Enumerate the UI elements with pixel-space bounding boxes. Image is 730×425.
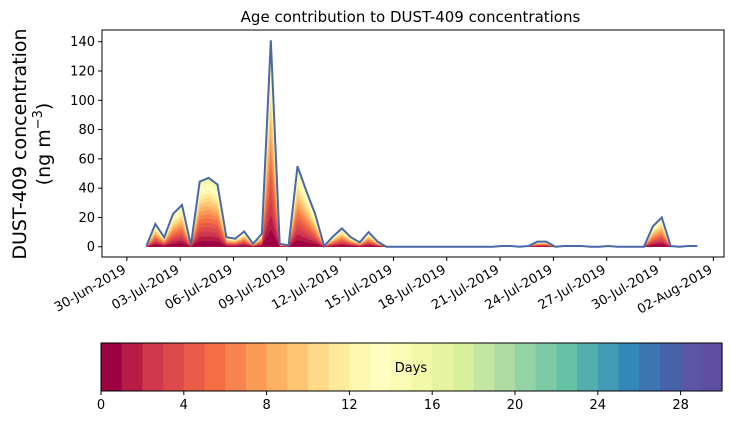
x-axis: 30-Jun-201903-Jul-201906-Jul-201909-Jul-…	[52, 257, 715, 318]
age-band-area-13	[146, 63, 698, 247]
colorbar-tick-label: 12	[341, 398, 358, 413]
age-band-area-7	[146, 136, 698, 247]
age-band-area-27	[146, 40, 698, 247]
colorbar-segment-2	[142, 343, 164, 391]
colorbar-axis: 0 4 8 12 16 20 24 28	[97, 391, 689, 413]
colorbar-segment-7	[245, 343, 268, 391]
age-band-area-21	[146, 40, 698, 247]
y-tick-label: 40	[78, 182, 95, 197]
colorbar-segment-19	[494, 343, 516, 391]
chart-title: Age contribution to DUST-409 concentrati…	[241, 8, 581, 26]
colorbar-segment-5	[204, 343, 226, 391]
colorbar-segment-10	[308, 343, 330, 391]
age-band-area-14	[146, 51, 698, 247]
age-band-area-18	[146, 40, 698, 247]
colorbar-segment-15	[411, 343, 433, 391]
colorbar-segment-27	[659, 343, 682, 391]
age-band-area-22	[146, 40, 698, 247]
age-band-area-11	[146, 87, 698, 247]
age-band-area-20	[146, 40, 698, 247]
y-axis-units-suffix: )	[33, 103, 55, 110]
age-band-area-28	[146, 40, 698, 247]
plot-frame	[101, 29, 725, 258]
colorbar-segment-20	[515, 343, 537, 391]
colorbar-segment-26	[639, 343, 661, 391]
age-band-area-26	[146, 40, 698, 247]
age-band-area-29	[146, 40, 698, 247]
colorbar-tick-label: 28	[672, 398, 689, 413]
colorbar-segment-13	[370, 343, 392, 391]
age-band-area-6	[146, 148, 698, 247]
colorbar-tick-label: 0	[97, 398, 105, 413]
colorbar-segment-29	[701, 343, 723, 391]
y-tick-label: 140	[70, 35, 95, 50]
age-band-area-24	[146, 40, 698, 247]
y-tick-label: 0	[87, 240, 95, 255]
y-axis-label-line1: DUST-409 concentration	[9, 28, 31, 259]
y-tick-label: 60	[78, 152, 95, 167]
colorbar-segment-14	[390, 343, 413, 391]
colorbar-segment-16	[432, 343, 454, 391]
age-band-area-17	[146, 40, 698, 247]
colorbar-segment-25	[618, 343, 640, 391]
y-tick-label: 80	[78, 123, 95, 138]
colorbar-segment-9	[287, 343, 309, 391]
colorbar-tick-label: 4	[180, 398, 188, 413]
age-band-area-9	[146, 111, 698, 247]
colorbar-tick-label: 16	[424, 398, 441, 413]
colorbar-segment-6	[225, 343, 247, 391]
colorbar-tick-label: 20	[507, 398, 524, 413]
y-axis: 0 20 40 60 80 100 120 140	[70, 35, 102, 255]
age-band-area-0	[146, 229, 698, 247]
age-band-area-15	[146, 40, 698, 247]
age-stack-areas	[146, 40, 698, 247]
colorbar-segment-18	[473, 343, 495, 391]
colorbar-segment-1	[121, 343, 143, 391]
colorbar-segment-8	[266, 343, 288, 391]
colorbar-segment-23	[577, 343, 599, 391]
total-concentration-line	[145, 40, 698, 248]
colorbar-segment-21	[535, 343, 557, 391]
colorbar	[101, 343, 723, 391]
age-band-area-19	[146, 40, 698, 247]
age-band-area-8	[146, 123, 698, 247]
colorbar-tick-label: 8	[262, 398, 270, 413]
colorbar-tick-label: 24	[590, 398, 607, 413]
colorbar-segment-28	[680, 343, 702, 391]
colorbar-segment-11	[328, 343, 350, 391]
age-band-area-23	[146, 40, 698, 247]
age-band-area-25	[146, 40, 698, 247]
colorbar-segment-17	[452, 343, 475, 391]
y-axis-units-exponent: −3	[31, 110, 46, 129]
y-tick-label: 100	[70, 94, 95, 109]
colorbar-segment-0	[101, 343, 123, 391]
colorbar-frame	[100, 342, 723, 392]
colorbar-label: Days	[395, 361, 428, 376]
y-axis-units-label: (ng m−3)	[31, 103, 55, 186]
colorbar-segment-12	[349, 343, 371, 391]
colorbar-segment-24	[597, 343, 620, 391]
y-axis-units-prefix: (ng m	[33, 129, 55, 185]
age-band-area-4	[146, 174, 698, 247]
age-band-area-5	[146, 161, 698, 247]
age-band-area-12	[146, 75, 698, 247]
y-tick-label: 20	[78, 211, 95, 226]
age-band-area-10	[146, 99, 698, 247]
y-axis-label: DUST-409 concentration	[9, 28, 31, 259]
colorbar-segment-4	[183, 343, 206, 391]
colorbar-segment-3	[163, 343, 185, 391]
colorbar-segment-22	[556, 343, 578, 391]
y-tick-label: 120	[70, 65, 95, 80]
age-band-area-16	[146, 40, 698, 247]
